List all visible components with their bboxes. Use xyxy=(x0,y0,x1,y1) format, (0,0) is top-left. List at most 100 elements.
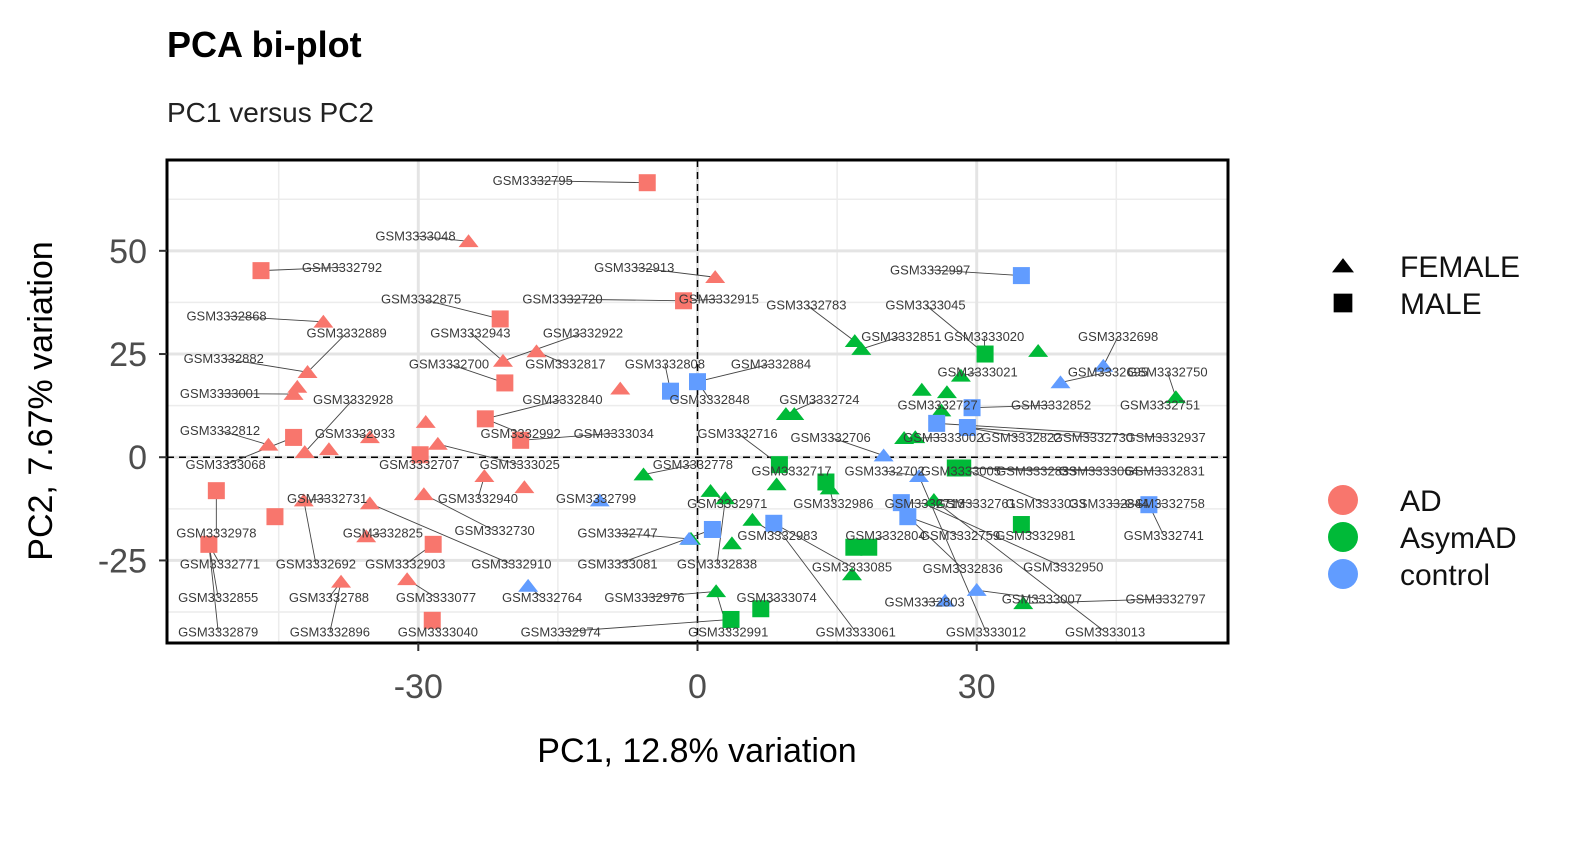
legend-label-asymad: AsymAD xyxy=(1400,522,1517,555)
x-tick-label: 30 xyxy=(958,668,996,706)
point-label: GSM3332702 xyxy=(844,463,924,478)
point-label: GSM3333061 xyxy=(816,624,896,639)
point-label: GSM3332797 xyxy=(1126,591,1206,606)
point-label: GSM3332940 xyxy=(438,491,518,506)
point-label: GSM3332983 xyxy=(737,528,817,543)
point-label: GSM3333005 xyxy=(921,463,1001,478)
data-point-ad-male xyxy=(477,410,494,427)
data-point-control-male xyxy=(704,521,721,538)
point-label: GSM3333085 xyxy=(812,560,892,575)
point-label: GSM3332812 xyxy=(180,423,260,438)
point-label: GSM3332852 xyxy=(1011,398,1091,413)
point-label: GSM3332903 xyxy=(365,557,445,572)
point-label: GSM3332910 xyxy=(471,557,551,572)
point-label: GSM3332758 xyxy=(1125,496,1205,511)
point-label: GSM3332788 xyxy=(289,590,369,605)
point-label: GSM3333081 xyxy=(577,557,657,572)
point-label: GSM3332822 xyxy=(981,430,1061,445)
point-label: GSM3332730 xyxy=(454,523,534,538)
point-label: GSM3332783 xyxy=(766,297,846,312)
point-label: GSM3332747 xyxy=(577,526,657,541)
point-label: GSM3332971 xyxy=(687,496,767,511)
point-label: GSM3332771 xyxy=(180,557,260,572)
y-tick-label: 0 xyxy=(128,439,147,477)
legend-key-asymad xyxy=(1328,522,1358,552)
point-label: GSM3332851 xyxy=(861,329,941,344)
data-point-asymad-male xyxy=(977,346,994,363)
point-label: GSM3332937 xyxy=(1126,430,1206,445)
point-label: GSM3333077 xyxy=(396,590,476,605)
point-label: GSM3332792 xyxy=(302,260,382,275)
data-point-ad-male xyxy=(425,536,442,553)
point-label: GSM3332727 xyxy=(898,398,978,413)
point-label: GSM3332720 xyxy=(522,292,602,307)
point-label: GSM3332724 xyxy=(779,392,859,407)
point-label: GSM3332707 xyxy=(379,457,459,472)
y-tick-label: -25 xyxy=(98,542,147,580)
point-label: GSM3332875 xyxy=(381,292,461,307)
point-label: GSM3332759 xyxy=(920,528,1000,543)
point-label: GSM3332868 xyxy=(186,309,266,324)
data-point-ad-male xyxy=(253,262,270,279)
data-point-control-male xyxy=(1013,267,1030,284)
point-label: GSM3332976 xyxy=(604,590,684,605)
point-label: GSM3332731 xyxy=(287,491,367,506)
point-label: GSM3332716 xyxy=(697,426,777,441)
point-label: GSM3332922 xyxy=(543,325,623,340)
x-axis-title: PC1, 12.8% variation xyxy=(537,732,856,770)
legend-key-male xyxy=(1334,294,1353,313)
point-label: GSM3332889 xyxy=(307,325,387,340)
legend-key-female xyxy=(1332,258,1354,272)
point-label: GSM3332992 xyxy=(481,426,561,441)
point-label: GSM3333040 xyxy=(398,624,478,639)
point-label: GSM3332778 xyxy=(653,457,733,472)
y-tick-label: 50 xyxy=(109,233,147,271)
point-label: GSM3332974 xyxy=(521,624,601,639)
point-label: GSM3332915 xyxy=(679,292,759,307)
point-label: GSM3333001 xyxy=(180,386,260,401)
point-label: GSM3333021 xyxy=(938,365,1018,380)
data-point-ad-male xyxy=(639,174,656,191)
y-tick-label: 25 xyxy=(109,336,147,374)
point-label: GSM3332803 xyxy=(884,595,964,610)
point-label: GSM3332928 xyxy=(313,392,393,407)
x-tick-label: -30 xyxy=(394,668,443,706)
point-label: GSM3332825 xyxy=(343,526,423,541)
point-label: GSM3332698 xyxy=(1078,329,1158,344)
point-label: GSM3332855 xyxy=(178,590,258,605)
point-label: GSM3332750 xyxy=(1127,365,1207,380)
data-point-ad-male xyxy=(285,429,302,446)
legend-label-male: MALE xyxy=(1400,288,1482,321)
point-label: GSM3332764 xyxy=(502,590,582,605)
point-label: GSM3332981 xyxy=(995,528,1075,543)
point-label: GSM3333002 xyxy=(903,430,983,445)
point-label: GSM3332717 xyxy=(751,463,831,478)
point-label: GSM3332706 xyxy=(790,430,870,445)
point-label: GSM3332741 xyxy=(1124,528,1204,543)
point-label: GSM3333034 xyxy=(574,426,654,441)
point-label: GSM3332692 xyxy=(276,557,356,572)
point-label: GSM3333007 xyxy=(1002,591,1082,606)
point-label: GSM3332986 xyxy=(793,496,873,511)
point-label: GSM3332943 xyxy=(430,325,510,340)
legend-label-ad: AD xyxy=(1400,485,1442,518)
point-label: GSM3332978 xyxy=(176,526,256,541)
point-label: GSM3332933 xyxy=(315,426,395,441)
point-label: GSM3332913 xyxy=(594,260,674,275)
y-axis-title: PC2, 7.67% variation xyxy=(22,241,60,560)
point-label: GSM3332761 xyxy=(936,496,1016,511)
point-label: GSM3332879 xyxy=(178,624,258,639)
point-label: GSM3333048 xyxy=(375,228,455,243)
point-label: GSM3332831 xyxy=(1125,463,1205,478)
data-point-ad-male xyxy=(208,482,225,499)
point-label: GSM3333068 xyxy=(186,457,266,472)
chart-title: PCA bi-plot xyxy=(167,24,362,65)
point-label: GSM3332950 xyxy=(1023,560,1103,575)
point-label: GSM3333045 xyxy=(885,297,965,312)
point-label: GSM3332817 xyxy=(525,356,605,371)
point-label: GSM3333012 xyxy=(946,624,1026,639)
